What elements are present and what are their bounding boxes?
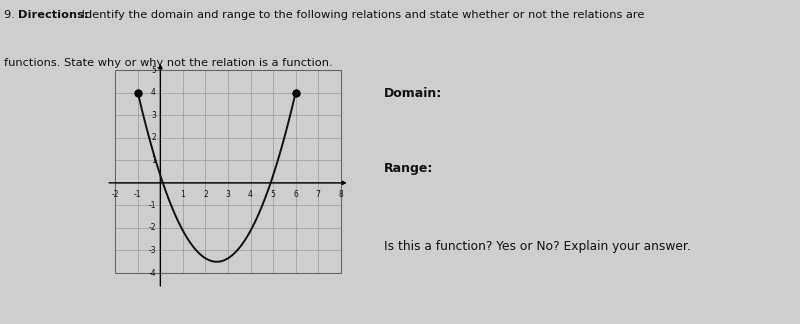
Text: 9.: 9. xyxy=(4,10,18,20)
Text: 6: 6 xyxy=(293,190,298,199)
Text: functions. State why or why not the relation is a function.: functions. State why or why not the rela… xyxy=(4,58,333,68)
Text: 7: 7 xyxy=(316,190,321,199)
Text: 1: 1 xyxy=(181,190,186,199)
Text: 1: 1 xyxy=(151,156,156,165)
Text: -3: -3 xyxy=(148,246,156,255)
Text: 5: 5 xyxy=(270,190,275,199)
Text: 4: 4 xyxy=(248,190,253,199)
Text: Domain:: Domain: xyxy=(384,87,442,100)
Text: Identify the domain and range to the following relations and state whether or no: Identify the domain and range to the fol… xyxy=(78,10,645,20)
Text: 3: 3 xyxy=(226,190,230,199)
Text: -1: -1 xyxy=(148,201,156,210)
Text: 3: 3 xyxy=(151,111,156,120)
Text: -2: -2 xyxy=(148,224,156,232)
Text: Directions:: Directions: xyxy=(18,10,88,20)
Text: -4: -4 xyxy=(148,269,156,278)
Text: 5: 5 xyxy=(151,66,156,75)
Text: 2: 2 xyxy=(151,133,156,142)
Text: -2: -2 xyxy=(111,190,119,199)
Bar xyxy=(115,70,341,273)
Text: 2: 2 xyxy=(203,190,208,199)
Text: 4: 4 xyxy=(151,88,156,97)
Text: 8: 8 xyxy=(338,190,343,199)
Text: -1: -1 xyxy=(134,190,142,199)
Text: Range:: Range: xyxy=(384,162,434,175)
Text: Is this a function? Yes or No? Explain your answer.: Is this a function? Yes or No? Explain y… xyxy=(384,240,690,253)
